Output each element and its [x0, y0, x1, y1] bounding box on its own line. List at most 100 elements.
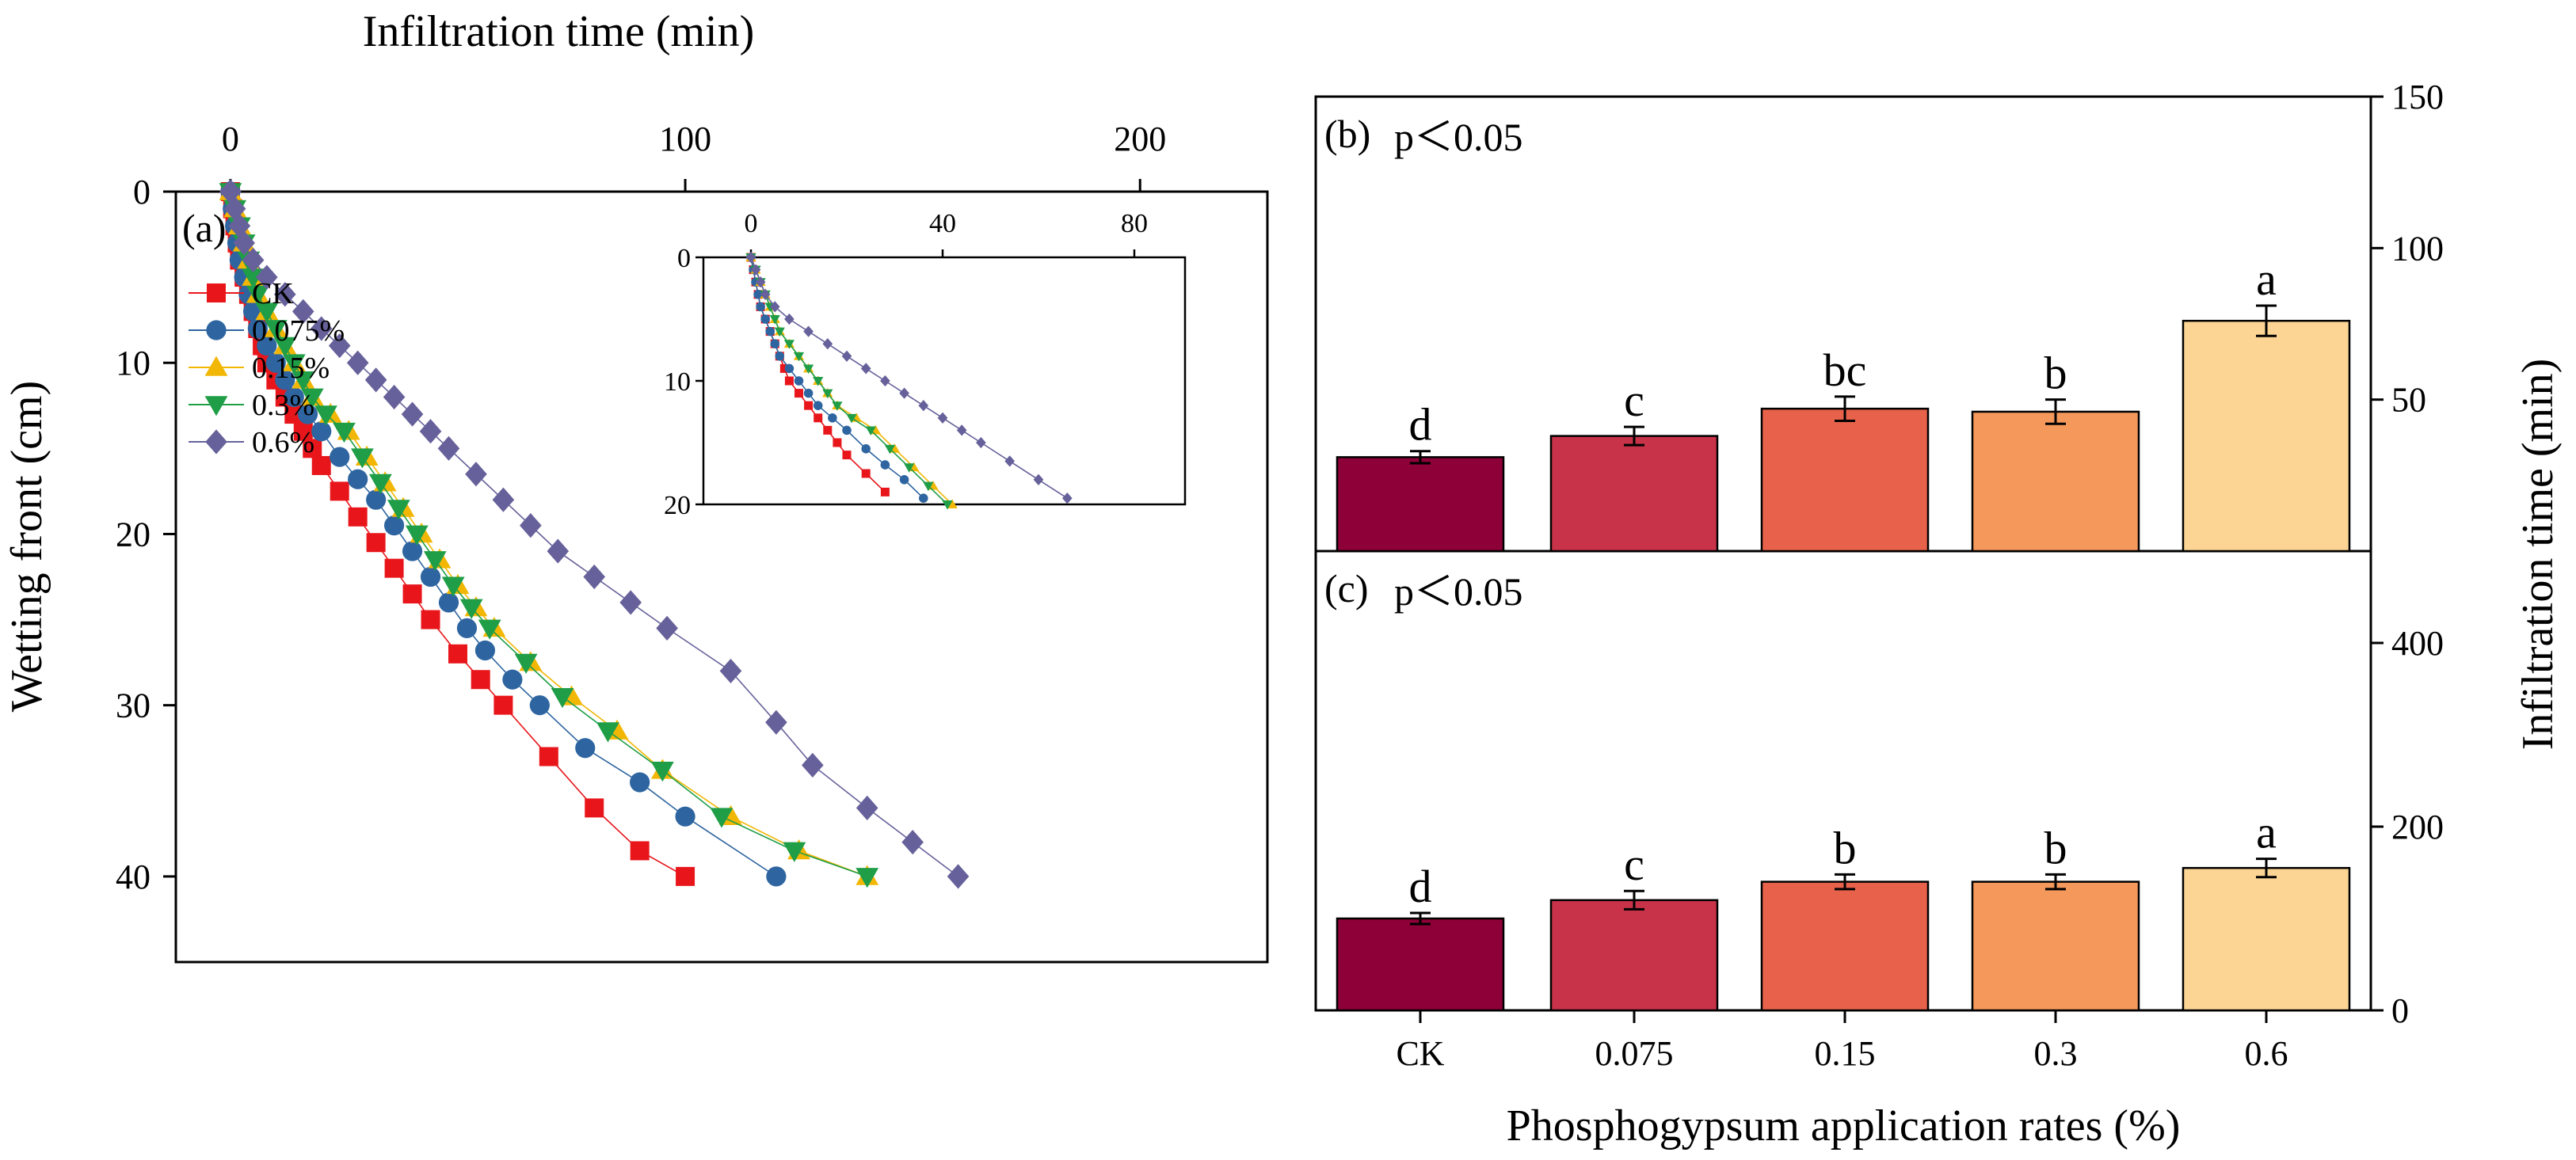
inset-data-point — [822, 389, 833, 399]
data-point — [423, 551, 447, 572]
inset-data-point — [760, 288, 771, 300]
inset-data-point — [823, 425, 833, 435]
data-point — [314, 405, 337, 426]
inset-data-point — [813, 377, 824, 386]
data-point — [265, 352, 286, 373]
bottom-x-tick-label: 0.6 — [2245, 1034, 2288, 1073]
panel-c-bar — [2182, 866, 2351, 1012]
data-point — [419, 419, 442, 444]
inset-data-point — [899, 387, 909, 399]
data-point — [366, 489, 387, 510]
data-point — [264, 320, 288, 340]
bottom-x-ticks: CK 0.075 0.15 0.3 0.6 — [1396, 1010, 2288, 1073]
inset-x-ticks: 0 40 80 — [745, 209, 1148, 257]
data-point — [257, 336, 277, 356]
data-point — [802, 752, 824, 778]
inset-y-tick-label: 20 — [664, 491, 691, 520]
inset-data-point — [884, 444, 896, 454]
data-point — [456, 618, 478, 638]
inset-series-0-6- — [745, 251, 1073, 504]
data-point — [719, 658, 742, 684]
data-point — [547, 538, 570, 564]
inset-data-point — [861, 469, 871, 478]
inset-data-point — [904, 463, 915, 473]
panels-b-c: 50 100 150 0 200 400 d c bc b a d c b b a CK 0.075 0.1… — [1314, 78, 2563, 1150]
panel-a-x-tick-label: 0 — [222, 120, 239, 158]
inset-data-point — [846, 413, 857, 424]
panel-b-significance-letter: a — [2256, 253, 2277, 305]
inset-data-point — [769, 301, 780, 313]
inset-x-tick-label: 80 — [1121, 209, 1148, 238]
inset-data-point — [1004, 455, 1016, 467]
data-point — [529, 695, 550, 716]
panel-b-error-bar — [1410, 450, 1431, 465]
panel-c-y-ticks: 0 200 400 — [2371, 624, 2444, 1030]
bottom-x-title: Phosphogypsum application rates (%) — [1507, 1101, 2181, 1150]
panel-a-plot-frame — [174, 190, 1269, 964]
inset-data-point — [860, 363, 871, 375]
panel-a-x-title: Infiltration time (min) — [363, 7, 755, 56]
inset-data-point — [861, 444, 871, 454]
data-point — [219, 179, 242, 204]
data-point — [855, 795, 878, 820]
data-point — [585, 798, 604, 818]
data-point — [855, 868, 879, 888]
panel-b-bar — [1336, 456, 1505, 553]
data-point — [947, 864, 970, 889]
data-point — [297, 404, 318, 424]
panel-b-y-tick-label: 100 — [2391, 229, 2444, 268]
data-point — [366, 533, 386, 553]
data-point — [402, 541, 423, 561]
data-point — [384, 558, 404, 578]
inset-data-point — [880, 375, 890, 387]
panel-b-significance-letter: b — [2044, 348, 2067, 399]
inset-data-point — [784, 376, 794, 386]
inset-data-point — [755, 276, 766, 288]
panel-a-y-tick-label: 20 — [116, 515, 151, 553]
data-point — [459, 599, 483, 619]
panel-a-y-tick-label: 30 — [116, 686, 151, 725]
inset-data-point — [794, 376, 804, 386]
data-point — [783, 842, 806, 862]
panel-b-bars: d c bc b a — [1336, 253, 2351, 553]
panel-a-legend: CK 0.075% 0.15% 0.3% 0.6% — [189, 277, 345, 459]
data-point — [284, 386, 304, 408]
inset-data-point — [833, 438, 842, 447]
panel-a-y-tick-label: 0 — [133, 173, 151, 211]
panel-b-bar — [1760, 407, 1930, 553]
data-point — [539, 747, 558, 766]
panel-c-bar — [1336, 917, 1505, 1012]
inset-data-point — [841, 350, 852, 362]
data-point — [311, 421, 332, 442]
inset-y-tick-label: 0 — [677, 244, 691, 273]
inset-data-point — [842, 425, 852, 435]
data-point — [438, 592, 459, 613]
data-point — [348, 507, 368, 527]
inset-data-point — [756, 302, 765, 312]
data-point — [275, 370, 295, 390]
inset-data-point — [765, 326, 775, 337]
data-point — [330, 447, 350, 467]
inset-x-tick-label: 40 — [929, 209, 956, 238]
data-point — [710, 808, 734, 828]
inset-data-point — [803, 388, 814, 398]
bottom-x-tick-label: 0.15 — [1815, 1034, 1876, 1073]
panel-a-y-tick-label: 40 — [116, 858, 151, 896]
inset-data-point — [899, 475, 909, 485]
inset-data-point — [775, 352, 785, 361]
data-point — [465, 462, 487, 487]
data-point — [474, 640, 496, 661]
inset-data-point — [942, 500, 953, 510]
inset-data-point — [865, 426, 876, 435]
data-point — [292, 371, 315, 392]
inset-data-point — [947, 499, 958, 508]
panel-c-significance-letter: d — [1409, 861, 1432, 912]
data-point — [502, 669, 523, 690]
inset-data-point — [976, 436, 986, 449]
inset-data-point — [784, 313, 795, 325]
data-point — [223, 196, 246, 222]
panel-c-error-bar — [2045, 873, 2066, 891]
inset-data-point — [750, 264, 761, 276]
panel-b-bar — [1549, 435, 1719, 553]
panel-a-y-ticks: 0 10 20 30 40 — [116, 173, 176, 896]
